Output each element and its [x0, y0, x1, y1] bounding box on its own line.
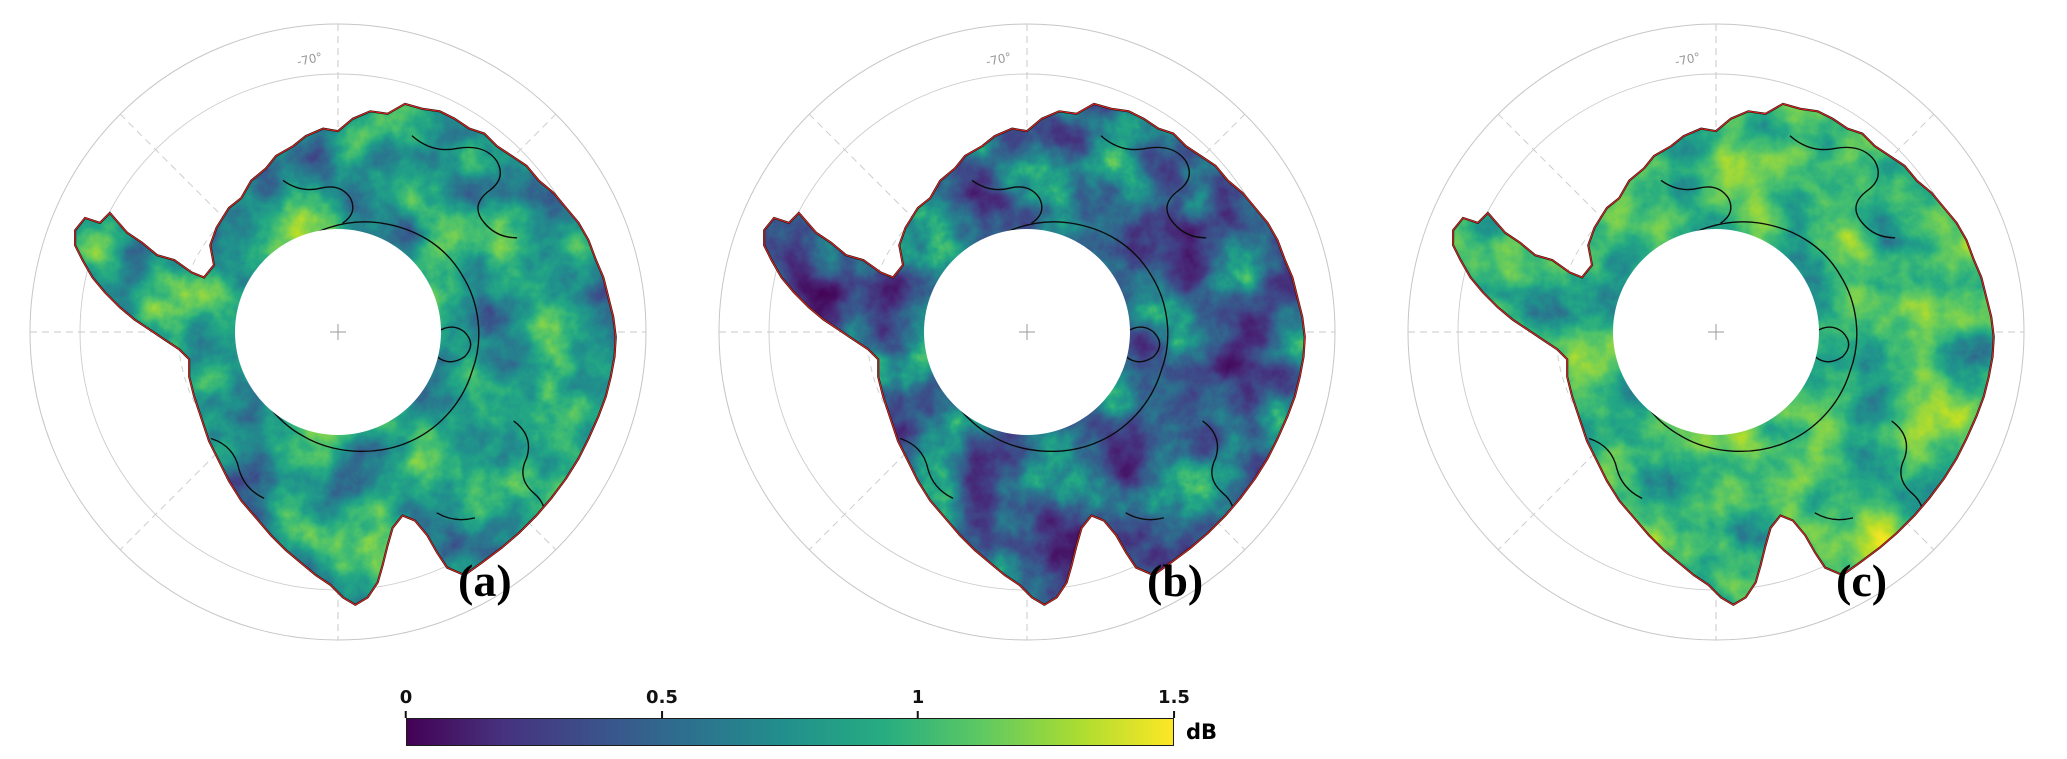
colorbar-tick-label: 0.5	[646, 687, 678, 709]
map-panel-c: -70°	[1407, 23, 2025, 641]
colorbar-tick: 0.5	[646, 688, 678, 718]
pole-cross-icon	[330, 324, 346, 340]
colorbar-tick-mark	[917, 711, 919, 718]
pole-cross-icon	[1708, 324, 1724, 340]
colorbar-tick: 1	[911, 687, 925, 718]
colorbar-unit-label: dB	[1186, 720, 1218, 744]
colorbar-tick-label: 1	[911, 687, 925, 709]
colorbar-tick: 1.5	[1158, 688, 1190, 718]
map-panel-b: -70°	[718, 23, 1336, 641]
pole-cross-icon	[1019, 324, 1035, 340]
panel-label-a: (a)	[458, 555, 512, 606]
colorbar-gradient	[406, 718, 1174, 746]
map-panel-a: -70°	[29, 23, 647, 641]
colorbar-tick-label: 1.5	[1158, 687, 1190, 709]
colorbar: 0 0.5 1 1.5 dB	[400, 687, 1217, 746]
latitude-ring-label: -70°	[296, 50, 324, 69]
panel-label-c: (c)	[1836, 555, 1888, 606]
colorbar-tick-mark	[1172, 711, 1175, 718]
colorbar-tick-label: 0	[399, 687, 413, 709]
latitude-ring-label: -70°	[1674, 50, 1702, 69]
colorbar-tick: 0	[399, 687, 413, 718]
panel-label-b: (b)	[1147, 555, 1204, 606]
colorbar-tick-mark	[405, 711, 407, 718]
antarctica-maps: -70° -70°	[29, 23, 2025, 641]
latitude-ring-label: -70°	[985, 50, 1013, 69]
colorbar-tick-mark	[660, 711, 663, 718]
